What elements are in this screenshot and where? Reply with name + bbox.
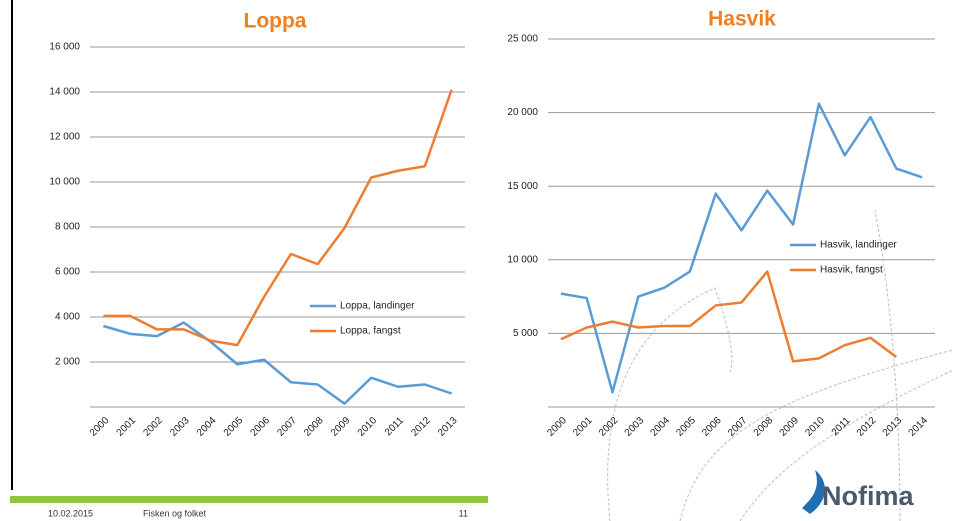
x-tick-label: 2011	[383, 415, 406, 438]
logo: Nofima	[822, 481, 914, 511]
y-tick-label: 4 000	[55, 312, 80, 323]
x-tick-label: 2000	[88, 415, 112, 439]
x-tick-label: 2011	[830, 415, 853, 438]
chart-title: Loppa	[244, 10, 307, 33]
y-tick-label: 5 000	[513, 328, 538, 339]
x-tick-label: 2003	[168, 415, 192, 439]
y-tick-label: 6 000	[55, 267, 80, 278]
y-tick-label: 2 000	[55, 357, 80, 368]
x-tick-label: 2007	[726, 415, 750, 439]
x-tick-label: 2006	[249, 415, 273, 439]
series-line	[560, 270, 898, 363]
x-tick-label: 2001	[571, 415, 595, 439]
x-tick-label: 2004	[649, 415, 673, 439]
legend-label: Loppa, landinger	[340, 301, 415, 312]
footer-text: Fisken og folket	[143, 508, 207, 518]
y-tick-label: 15 000	[507, 181, 538, 192]
x-tick-label: 2007	[275, 415, 299, 439]
x-tick-label: 2005	[674, 415, 698, 439]
x-tick-label: 2004	[195, 415, 219, 439]
y-tick-label: 25 000	[507, 34, 538, 45]
x-tick-label: 2010	[356, 415, 380, 439]
legend-label: Hasvik, fangst	[820, 265, 883, 276]
x-tick-label: 2009	[329, 415, 353, 439]
x-tick-label: 2001	[115, 415, 139, 439]
y-tick-label: 12 000	[49, 132, 80, 143]
series-line	[103, 89, 453, 347]
x-tick-label: 2009	[778, 415, 802, 439]
legend-label: Loppa, fangst	[340, 326, 401, 337]
x-tick-label: 2012	[409, 415, 433, 439]
x-tick-label: 2008	[752, 415, 776, 439]
x-tick-label: 2014	[907, 415, 931, 439]
footer-bar	[10, 496, 488, 503]
y-tick-label: 10 000	[49, 177, 80, 188]
footer-date: 10.02.2015	[48, 508, 93, 518]
y-tick-label: 8 000	[55, 222, 80, 233]
x-tick-label: 2002	[141, 415, 165, 439]
footer-page: 11	[459, 508, 468, 518]
x-tick-label: 2010	[803, 415, 827, 439]
logo-icon	[802, 470, 825, 514]
x-tick-label: 2000	[545, 415, 569, 439]
x-tick-label: 2003	[623, 415, 647, 439]
x-tick-label: 2005	[222, 415, 246, 439]
x-tick-label: 2008	[302, 415, 326, 439]
x-tick-label: 2013	[436, 415, 460, 439]
chart-title: Hasvik	[708, 8, 776, 31]
x-tick-label: 2012	[855, 415, 879, 439]
x-tick-label: 2013	[881, 415, 905, 439]
y-tick-label: 20 000	[507, 107, 538, 118]
series-line	[103, 321, 453, 405]
decoration	[607, 209, 953, 521]
series-line	[560, 102, 923, 394]
x-tick-label: 2006	[700, 415, 724, 439]
y-tick-label: 16 000	[49, 42, 80, 53]
y-tick-label: 14 000	[49, 87, 80, 98]
x-tick-label: 2002	[597, 415, 621, 439]
y-tick-label: 10 000	[507, 254, 538, 265]
legend-label: Hasvik, landinger	[820, 240, 897, 251]
